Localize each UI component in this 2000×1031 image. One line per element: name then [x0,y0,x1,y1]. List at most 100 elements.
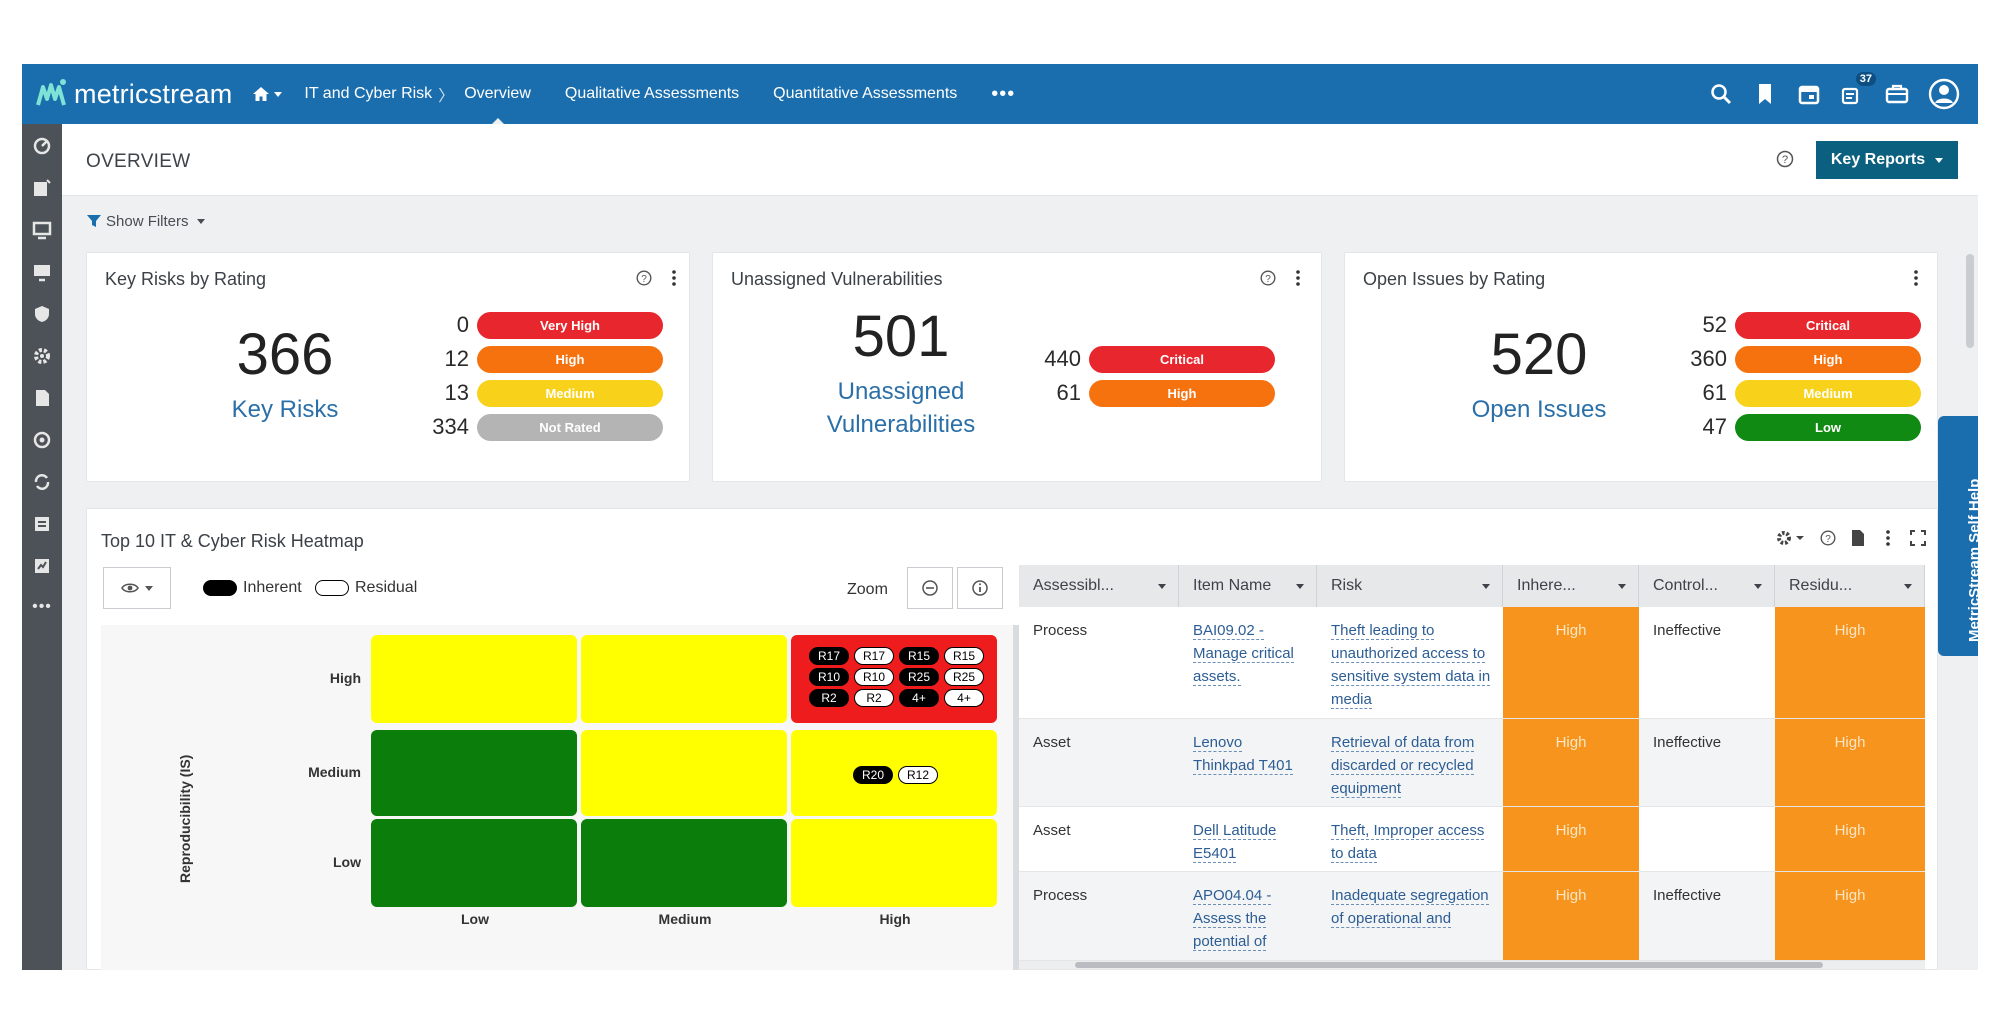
table-cell-item[interactable]: BAI09.02 - Manage critical assets. [1179,607,1317,718]
calendar-icon[interactable] [1796,81,1822,107]
risk-chip[interactable]: 4+ [899,689,939,707]
risk-chip[interactable]: R15 [944,647,984,665]
column-header[interactable]: Assessibl... [1019,565,1179,607]
home-menu[interactable] [252,86,283,102]
cell-text[interactable]: APO04.04 - Assess the potential of [1193,887,1272,951]
table-horizontal-scrollbar[interactable] [1019,961,1925,969]
risk-chip[interactable]: R10 [854,668,894,686]
rating-row[interactable]: 0 Very High [421,311,663,339]
rating-pill[interactable]: Critical [1089,345,1275,373]
assessment-icon[interactable] [32,178,52,198]
rating-pill[interactable]: High [1089,379,1275,407]
tab-quantitative-assessments[interactable]: Quantitative Assessments [773,85,958,102]
notifications-icon[interactable]: 37 [1840,72,1876,107]
heatmap-cell[interactable] [581,819,787,907]
rating-row[interactable]: 61 Medium [1679,379,1921,407]
vulnerabilities-total[interactable]: 501 [852,304,950,369]
risk-chip[interactable]: R12 [898,766,938,784]
cell-text[interactable]: Retrieval of data from discarded or recy… [1331,734,1475,798]
rating-row[interactable]: 61 High [1033,379,1275,407]
fullscreen-icon[interactable] [1909,529,1927,547]
heatmap-cell[interactable] [581,635,787,723]
rating-pill[interactable]: High [477,345,663,373]
briefcase-icon[interactable] [1884,81,1910,107]
risk-chip[interactable]: R17 [809,647,849,665]
table-cell-item[interactable]: Lenovo Thinkpad T401 [1179,719,1317,806]
gear-icon[interactable] [32,346,52,366]
report-icon[interactable] [32,556,52,576]
shield-search-icon[interactable] [32,304,52,324]
monitor-icon[interactable] [32,262,52,282]
help-icon[interactable]: ? [1259,269,1277,287]
kebab-menu-icon[interactable] [665,269,683,287]
self-help-tab[interactable]: MetricStream Self Help [1938,416,1978,656]
risk-chip[interactable]: R20 [853,766,893,784]
heatmap-cell[interactable] [791,819,997,907]
key-risks-total[interactable]: 366 [236,322,334,387]
rating-pill[interactable]: Critical [1735,311,1921,339]
list-icon[interactable] [32,514,52,534]
refresh-icon[interactable] [32,472,52,492]
risk-chip[interactable]: R15 [899,647,939,665]
kebab-menu-icon[interactable] [1907,269,1925,287]
table-row[interactable]: Asset Dell Latitude E5401 Theft, Improper … [1019,807,1925,872]
help-icon[interactable]: ? [635,269,653,287]
kebab-menu-icon[interactable] [1289,269,1307,287]
heatmap-scrollbar[interactable] [1013,625,1019,970]
heatmap-cell[interactable] [371,819,577,907]
vulnerabilities-label[interactable]: Unassigned Vulnerabilities [781,375,1021,441]
breadcrumb-it-cyber-risk[interactable]: IT and Cyber Risk [304,85,433,102]
rating-pill[interactable]: Low [1735,413,1921,441]
risk-chip[interactable]: R10 [809,668,849,686]
settings-gear-icon[interactable] [1773,529,1807,547]
target-icon[interactable] [32,430,52,450]
open-issues-total[interactable]: 520 [1490,322,1588,387]
table-row[interactable]: Asset Lenovo Thinkpad T401 Retrieval of da… [1019,719,1925,807]
table-cell-item[interactable]: APO04.04 - Assess the potential of [1179,872,1317,960]
cell-text[interactable]: Inadequate segregation of operational an… [1331,887,1489,928]
zoom-out-button[interactable] [907,567,953,609]
show-filters-toggle[interactable]: Show Filters [86,206,205,236]
risk-chip[interactable]: R2 [809,689,849,707]
rating-pill[interactable]: Not Rated [477,413,663,441]
risk-chip[interactable]: R25 [899,668,939,686]
column-header[interactable]: Risk [1317,565,1503,607]
table-cell-risk[interactable]: Theft leading to unauthorized access to … [1317,607,1503,718]
rating-row[interactable]: 52 Critical [1679,311,1921,339]
rating-row[interactable]: 13 Medium [421,379,663,407]
user-avatar-icon[interactable] [1928,78,1960,110]
heatmap-cell[interactable] [371,730,577,816]
key-reports-button[interactable]: Key Reports [1816,141,1958,179]
rating-pill[interactable]: Medium [1735,379,1921,407]
table-cell-risk[interactable]: Retrieval of data from discarded or recy… [1317,719,1503,806]
risk-chip[interactable]: R2 [854,689,894,707]
table-row[interactable]: Process APO04.04 - Assess the potential o… [1019,872,1925,961]
rating-row[interactable]: 440 Critical [1033,345,1275,373]
help-icon[interactable]: ? [1819,529,1837,547]
more-menu-icon[interactable]: ••• [991,82,1016,105]
cell-text[interactable]: Theft, Improper access to data [1331,822,1485,863]
dashboard-icon[interactable] [32,136,52,156]
tab-qualitative-assessments[interactable]: Qualitative Assessments [564,85,740,102]
rating-row[interactable]: 334 Not Rated [421,413,663,441]
document-user-icon[interactable] [32,388,52,408]
column-header[interactable]: Inhere... [1503,565,1639,607]
table-cell-risk[interactable]: Inadequate segregation of operational an… [1317,872,1503,960]
help-icon[interactable]: ? [1776,150,1794,168]
column-header[interactable]: Item Name [1179,565,1317,607]
heatmap-cell[interactable] [581,730,787,816]
table-row[interactable]: Process BAI09.02 - Manage critical assets… [1019,607,1925,719]
rating-row[interactable]: 360 High [1679,345,1921,373]
rail-more-icon[interactable]: ••• [32,598,52,615]
table-cell-risk[interactable]: Theft, Improper access to data [1317,807,1503,871]
rating-row[interactable]: 12 High [421,345,663,373]
cell-text[interactable]: BAI09.02 - Manage critical assets. [1193,622,1294,686]
monitor-check-icon[interactable] [32,220,52,240]
brand-logo[interactable]: metricstream [34,77,232,111]
rating-row[interactable]: 47 Low [1679,413,1921,441]
rating-pill[interactable]: Medium [477,379,663,407]
risk-chip[interactable]: 4+ [944,689,984,707]
risk-chip[interactable]: R17 [854,647,894,665]
key-risks-label[interactable]: Key Risks [231,396,339,423]
heatmap-cell[interactable] [371,635,577,723]
